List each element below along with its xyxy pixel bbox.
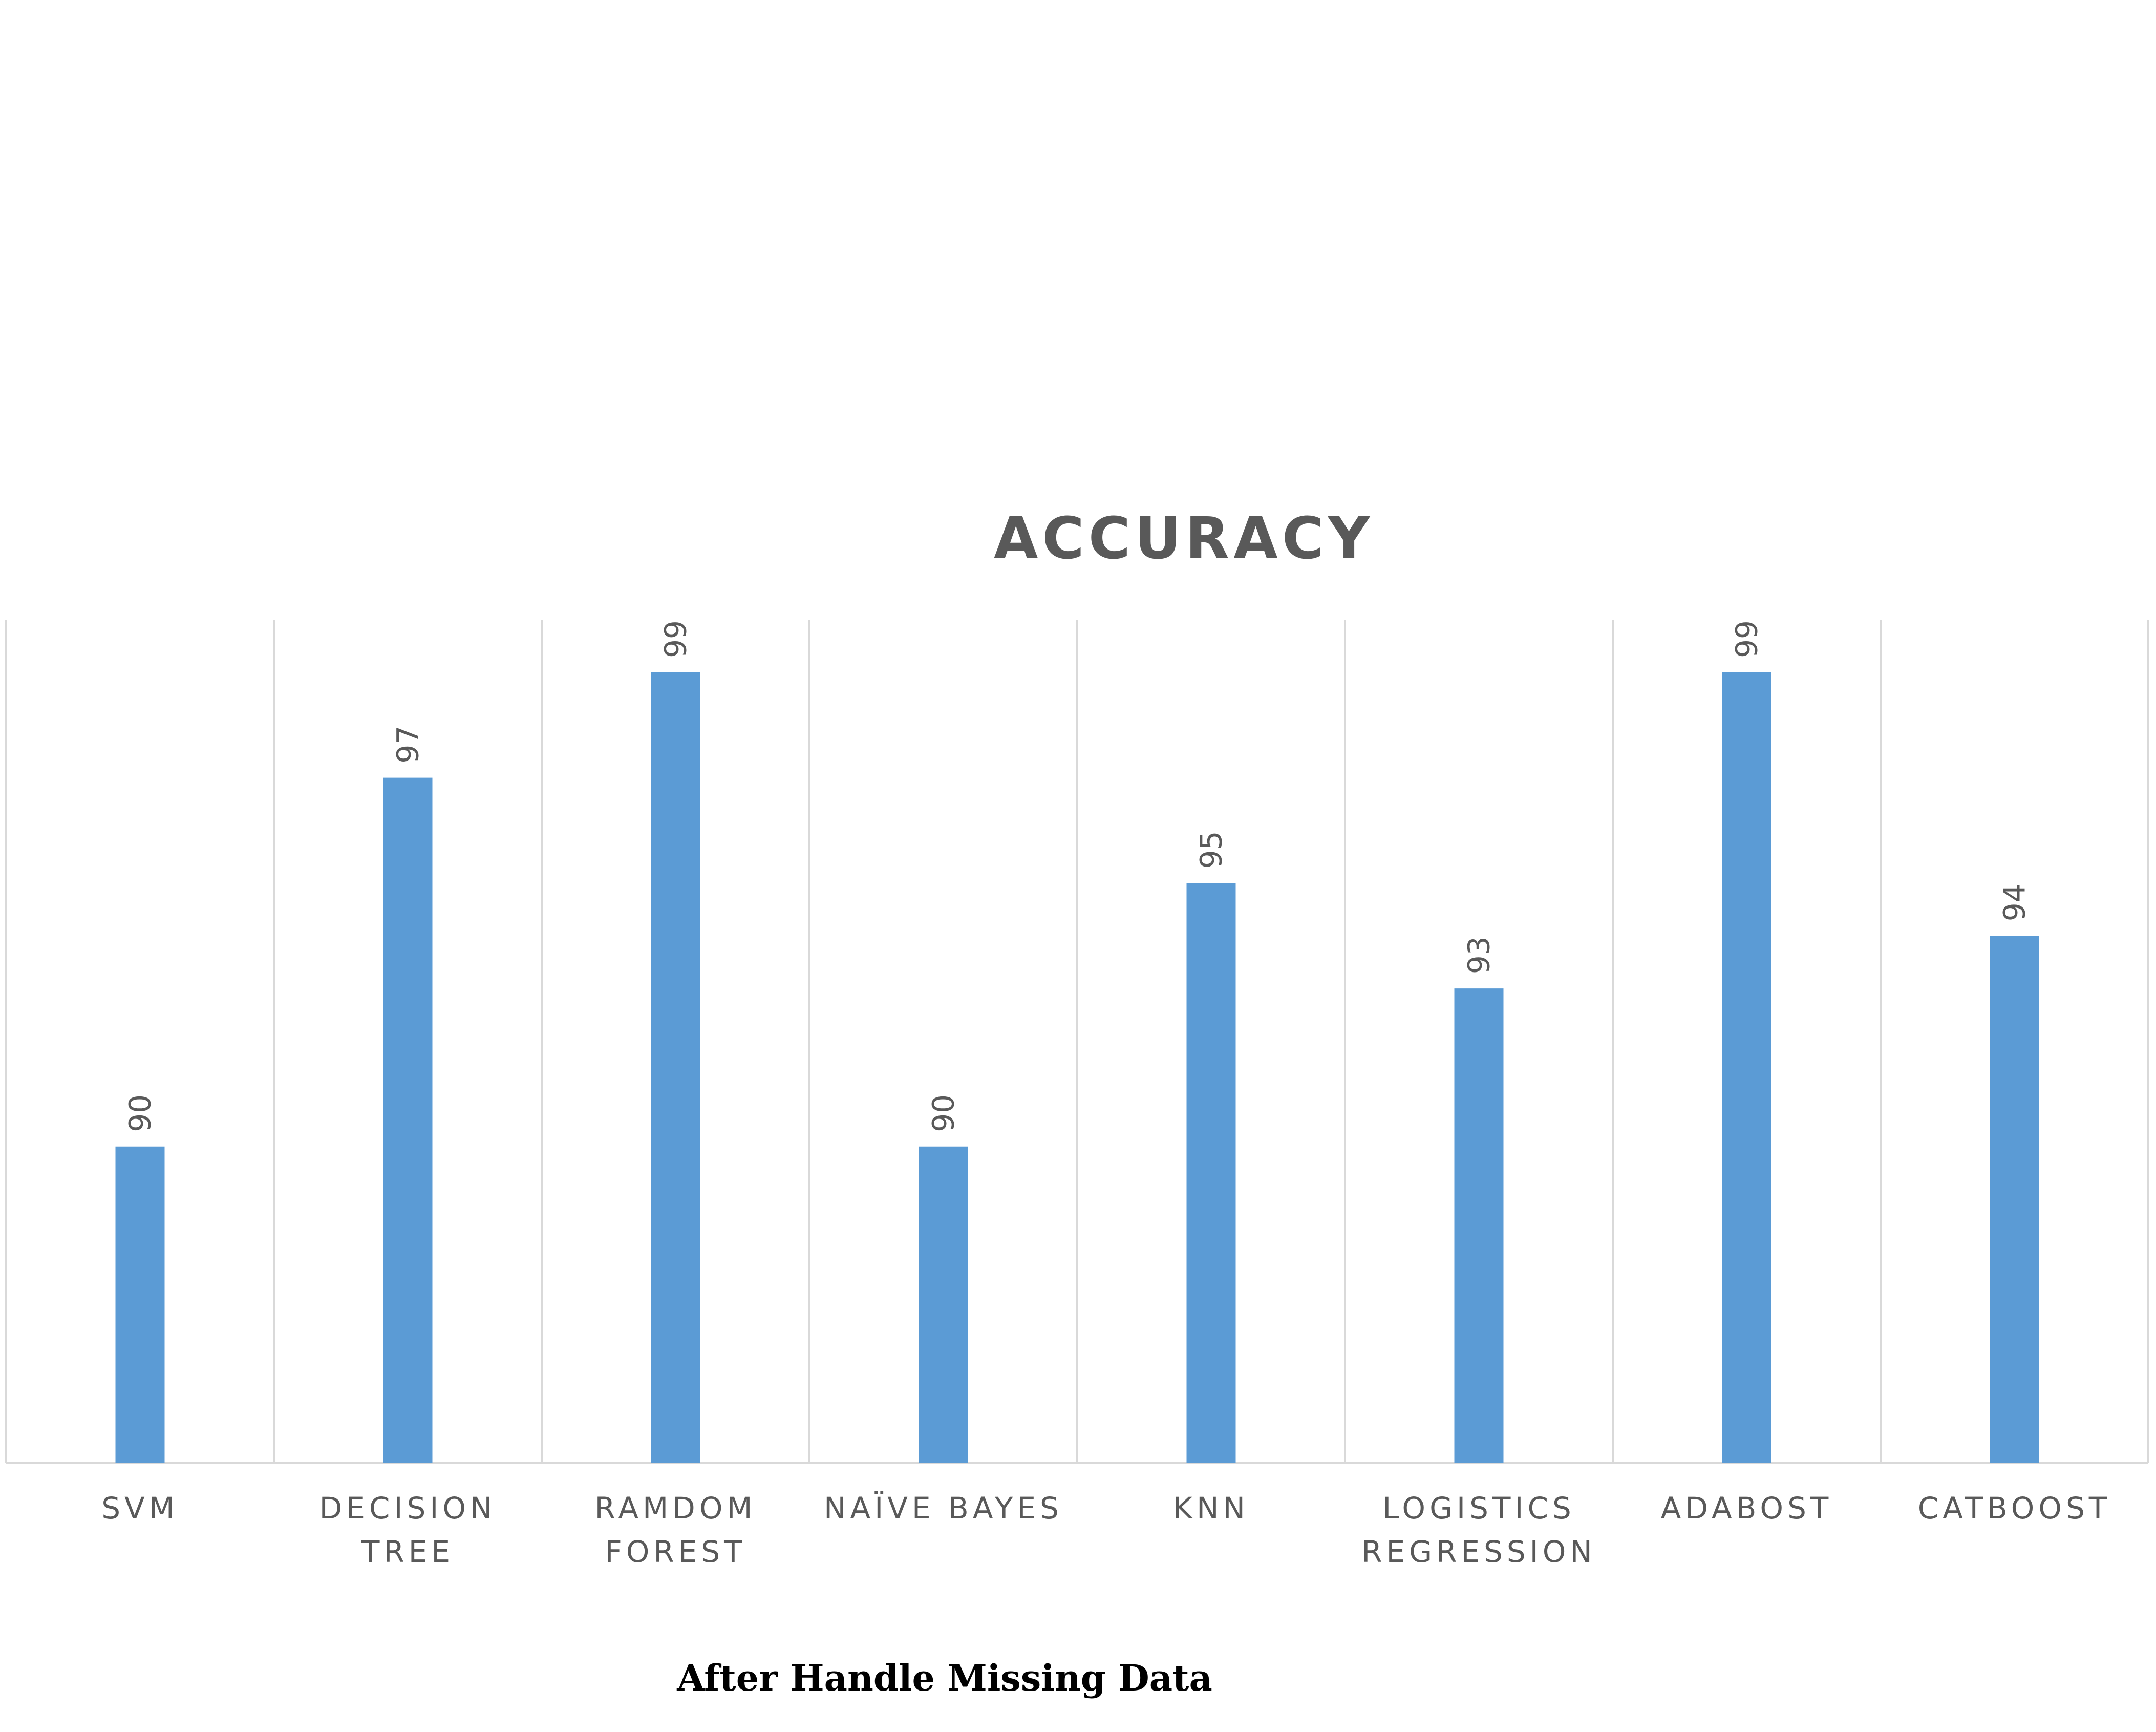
tick-label: CATBOOST [1918, 1491, 2111, 1526]
tick-label: REGRESSION [1361, 1534, 1596, 1569]
data-label: 97 [391, 726, 425, 764]
tick-label: FOREST [605, 1534, 746, 1569]
bar [651, 672, 700, 1463]
data-label: 95 [1194, 831, 1229, 869]
tick-label: TREE [361, 1534, 454, 1569]
tick-label: SVM [101, 1491, 179, 1526]
tick-label: DECISION [319, 1491, 497, 1526]
bar [1990, 936, 2039, 1463]
data-label: 94 [1997, 883, 2032, 921]
data-label: 99 [1730, 620, 1764, 658]
bar [1722, 672, 1771, 1463]
data-label: 90 [926, 1094, 961, 1132]
tick-label: KNN [1173, 1491, 1249, 1526]
tick-label: ADABOST [1661, 1491, 1833, 1526]
bar [919, 1146, 968, 1463]
bar [1454, 988, 1504, 1463]
bars [115, 672, 2039, 1463]
grid-lines [5, 620, 2149, 1464]
bar [383, 777, 433, 1463]
bar [115, 1146, 165, 1463]
tick-label: RAMDOM [594, 1491, 756, 1526]
bar [1186, 883, 1236, 1463]
chart-title: ACCURACY [994, 505, 1374, 572]
figure-caption: After Handle Missing Data [677, 1657, 1212, 1699]
x-axis-tick-labels: SVM DECISION TREE RAMDOM FOREST NAÏVE BAYES KN… [101, 1491, 2111, 1569]
data-label: 99 [658, 620, 693, 658]
data-labels: 90 97 99 90 95 93 99 94 [123, 620, 2032, 1132]
tick-label: NAÏVE BAYES [824, 1491, 1063, 1526]
tick-label: LOGISTICS [1382, 1491, 1575, 1526]
data-label: 90 [123, 1094, 158, 1132]
data-label: 93 [1462, 936, 1497, 974]
